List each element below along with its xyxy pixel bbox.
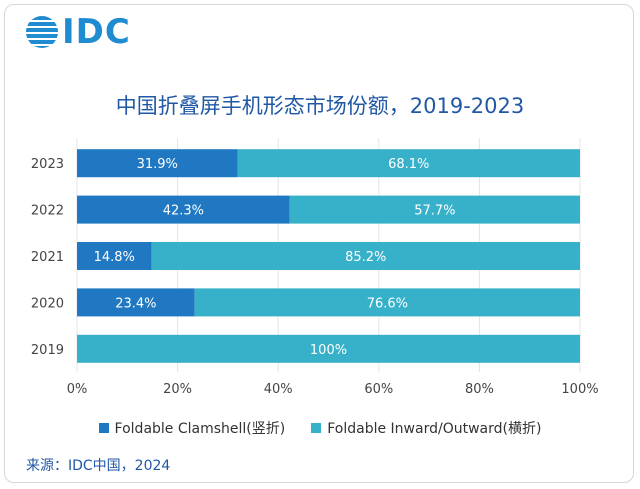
chart-title: 中国折叠屏手机形态市场份额，2019-2023	[115, 94, 525, 118]
source-note: 来源：IDC中国，2024	[26, 458, 171, 474]
data-label: 68.1%	[388, 157, 429, 172]
bar-segment	[151, 242, 580, 270]
bar-segment	[194, 288, 580, 317]
bar-segment	[77, 149, 238, 178]
data-label: 31.9%	[137, 157, 178, 172]
data-label: 42.3%	[163, 204, 204, 219]
x-tick-label: 20%	[163, 382, 192, 397]
bar-segment	[77, 334, 580, 363]
logo-text: IDC	[62, 12, 131, 52]
y-tick-label: 2019	[31, 343, 64, 358]
y-tick-label: 2020	[31, 296, 64, 311]
data-label: 14.8%	[94, 250, 135, 265]
legend: Foldable Clamshell(竖折) Foldable Inward/O…	[0, 418, 640, 438]
data-label: 23.4%	[115, 296, 156, 311]
bar-segment	[77, 288, 195, 317]
x-tick-label: 100%	[561, 382, 598, 397]
data-label: 100%	[310, 343, 347, 358]
x-tick-label: 0%	[67, 382, 88, 397]
legend-item-inward-outward: Foldable Inward/Outward(横折)	[311, 418, 541, 438]
bar-segment	[237, 149, 580, 178]
x-tick-label: 60%	[364, 382, 393, 397]
legend-label-inward-outward: Foldable Inward/Outward(横折)	[327, 421, 542, 437]
data-label: 76.6%	[367, 296, 408, 311]
x-tick-label: 80%	[465, 382, 494, 397]
data-label: 57.7%	[414, 204, 455, 219]
legend-swatch-inward-outward	[311, 423, 322, 433]
x-tick-label: 40%	[264, 382, 293, 397]
y-tick-label: 2021	[31, 250, 64, 265]
legend-item-clamshell: Foldable Clamshell(竖折)	[98, 418, 286, 438]
y-tick-label: 2022	[31, 204, 64, 219]
globe-icon	[26, 16, 58, 48]
idc-logo	[26, 16, 58, 48]
bar-segment	[77, 195, 290, 224]
bar-segment	[289, 195, 580, 224]
data-label: 85.2%	[345, 250, 386, 265]
legend-swatch-clamshell	[98, 423, 109, 433]
bar-segment	[77, 242, 152, 270]
legend-label-clamshell: Foldable Clamshell(竖折)	[114, 421, 286, 437]
y-tick-label: 2023	[31, 157, 64, 172]
